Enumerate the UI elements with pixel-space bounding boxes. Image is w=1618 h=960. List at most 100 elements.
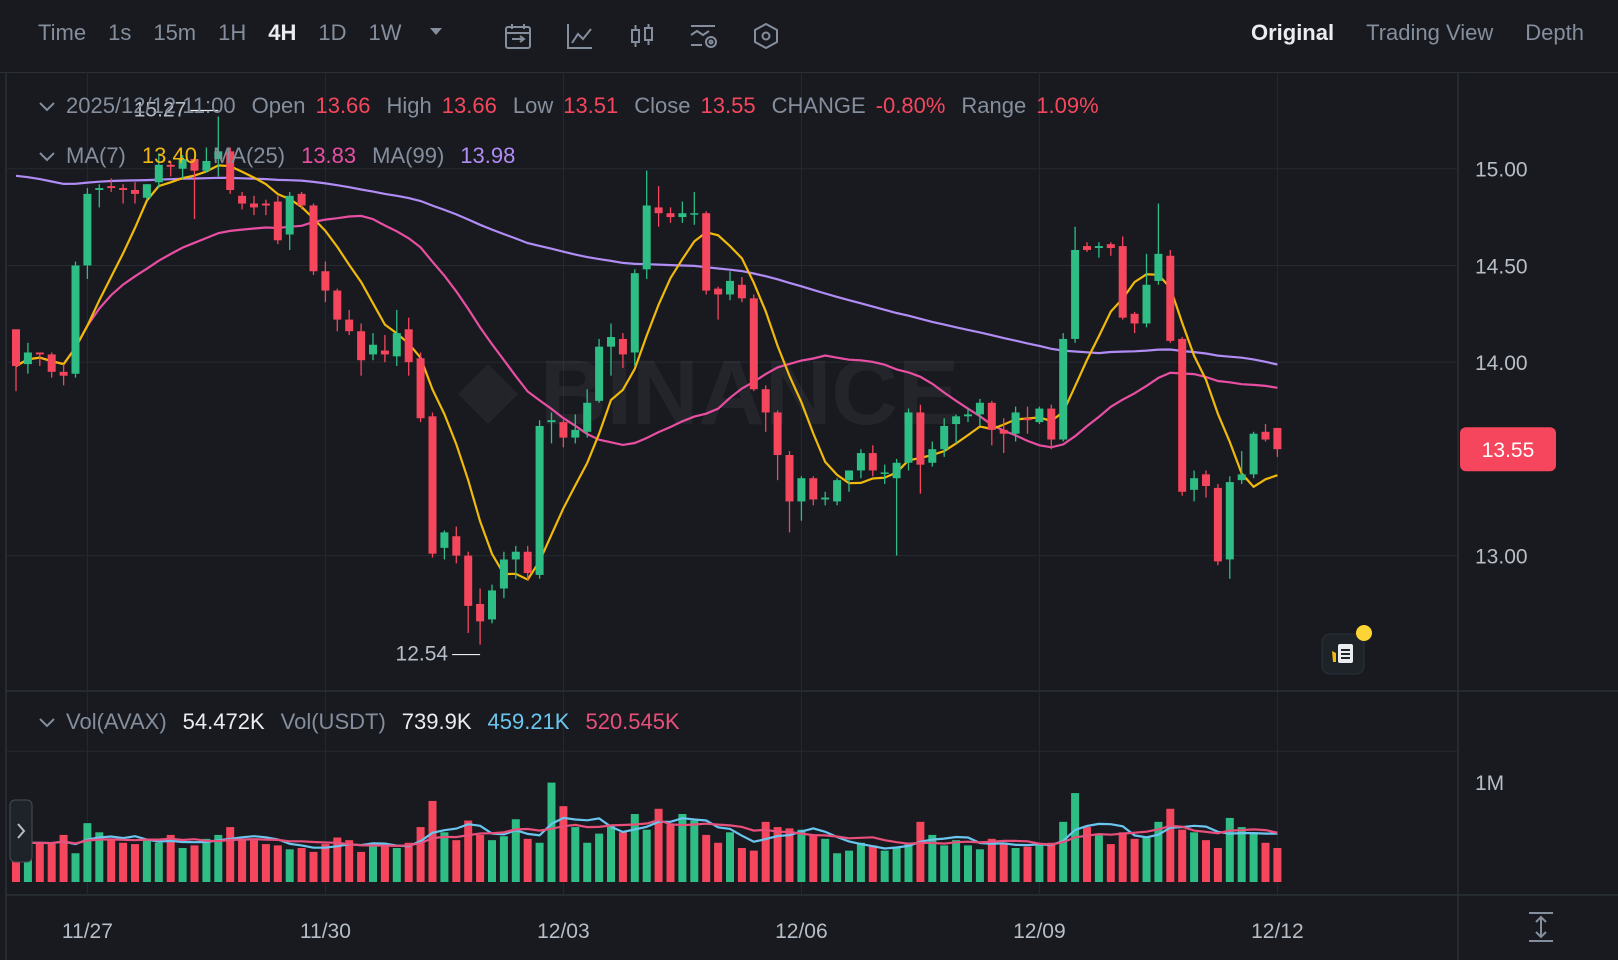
panel-expand-handle[interactable] — [9, 799, 33, 863]
candle-body — [1083, 246, 1091, 250]
view-trading-view[interactable]: Trading View — [1366, 20, 1494, 45]
volume-bar — [226, 827, 235, 882]
hexagon-settings-button[interactable] — [748, 18, 784, 54]
volume-bar — [214, 834, 223, 882]
ohlc-high-label: High — [386, 93, 432, 118]
volume-bar — [452, 840, 461, 882]
volume-bar — [571, 827, 580, 882]
candle-body — [785, 455, 794, 502]
candle-body — [571, 429, 580, 438]
volume-bar — [59, 834, 68, 882]
candle-body — [916, 412, 925, 465]
candle-body — [119, 188, 128, 190]
line-chart-button[interactable] — [562, 18, 598, 54]
volume-bar — [523, 838, 532, 882]
watermark: BINANCE — [458, 342, 959, 444]
candle-body — [726, 280, 734, 295]
price-tick-14: 14.00 — [1475, 352, 1528, 375]
view-original[interactable]: Original — [1250, 20, 1335, 45]
volume-bar — [726, 832, 734, 882]
volume-bar — [357, 851, 366, 882]
candle-body — [714, 288, 723, 295]
interval-more-dropdown[interactable] — [428, 20, 444, 48]
volume-bar — [1273, 848, 1282, 882]
grid-lines — [6, 72, 1458, 895]
candle-body — [392, 333, 401, 357]
candle-body — [666, 213, 675, 218]
candle-body — [999, 429, 1008, 434]
interval-4h[interactable]: 4H — [268, 20, 297, 45]
volume-bar — [476, 834, 485, 882]
volume-bar — [630, 814, 639, 882]
candle-body — [690, 213, 699, 215]
volume-bar — [1059, 821, 1068, 882]
indicator-settings-button[interactable] — [686, 18, 722, 54]
candle-body — [547, 420, 556, 423]
axis-scale-button[interactable] — [1529, 912, 1553, 942]
calendar-button[interactable] — [500, 18, 536, 54]
candle-body — [1035, 408, 1044, 423]
interval-1d[interactable]: 1D — [318, 20, 347, 45]
candle-body — [178, 159, 187, 169]
volume-bar — [1130, 838, 1139, 882]
volume-bar — [131, 844, 139, 882]
volume-bars — [12, 782, 1282, 882]
collapse-chevron-icon[interactable] — [36, 711, 58, 733]
line-chart-icon — [567, 24, 592, 49]
volume-bar — [892, 848, 901, 882]
volume-bar — [321, 844, 330, 882]
candle-body — [702, 213, 711, 291]
candle-body — [1047, 408, 1056, 440]
ohlc-close-value: 13.55 — [700, 93, 756, 118]
interval-time[interactable]: Time — [38, 20, 87, 45]
candle-body — [511, 551, 520, 560]
volume-bar — [1011, 848, 1020, 882]
candle-body — [59, 371, 68, 376]
high-marker: 15.27 — [134, 98, 219, 121]
volume-bar — [559, 806, 568, 882]
candle-body — [952, 416, 961, 425]
volume-bar — [1023, 846, 1032, 882]
volume-bar — [1178, 829, 1187, 882]
time-tick-1127: 11/27 — [62, 920, 113, 943]
ohlc-open-value: 13.66 — [315, 93, 371, 118]
volume-bar — [380, 845, 389, 882]
candle-body — [1178, 338, 1187, 492]
interval-1w[interactable]: 1W — [368, 20, 402, 45]
view-depth[interactable]: Depth — [1525, 20, 1584, 45]
news-button[interactable] — [1321, 625, 1372, 675]
chart-canvas[interactable]: BINANCE 15.27 12.54 15.00 14.50 14.00 13… — [0, 72, 1618, 960]
volume-bar — [1261, 842, 1270, 882]
interval-selector: Time 1s 15m 1H 4H 1D 1W — [38, 20, 466, 48]
ohlc-change-value: -0.80% — [875, 93, 946, 118]
current-price-badge-text: 13.55 — [1482, 439, 1535, 462]
collapse-chevron-icon[interactable] — [36, 145, 58, 167]
volume-bar — [511, 819, 520, 882]
low-marker-label: 12.54 — [396, 643, 449, 666]
volume-bar — [785, 828, 794, 882]
volume-bar — [749, 850, 758, 882]
candle-body — [23, 352, 32, 365]
current-price-badge: 13.55 — [1460, 427, 1556, 472]
volume-bar — [845, 850, 853, 882]
volume-bar — [940, 845, 949, 882]
chevron-right-icon — [17, 823, 26, 839]
ma25-label: MA(25) — [212, 143, 286, 168]
volume-bar — [107, 838, 116, 882]
candle-body — [83, 193, 92, 266]
candle-body — [357, 331, 366, 361]
collapse-chevron-icon[interactable] — [36, 95, 58, 117]
candle-body — [1071, 249, 1080, 339]
interval-15m[interactable]: 15m — [153, 20, 197, 45]
candle-type-button[interactable] — [624, 18, 660, 54]
candle-body — [964, 414, 972, 417]
volume-bar — [618, 832, 627, 882]
interval-1s[interactable]: 1s — [108, 20, 132, 45]
candle-body — [523, 551, 532, 574]
interval-1h[interactable]: 1H — [218, 20, 247, 45]
candle-body — [654, 207, 663, 214]
candle-body — [535, 425, 544, 575]
volume-bar — [690, 820, 699, 882]
ma25-value: 13.83 — [301, 143, 357, 168]
candle-body — [488, 590, 496, 620]
